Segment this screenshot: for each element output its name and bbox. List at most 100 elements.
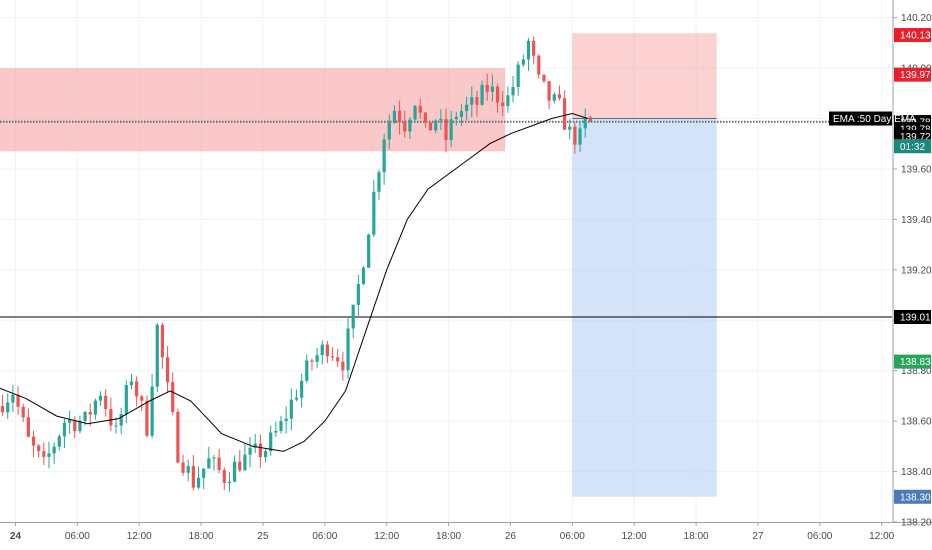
candle-down — [258, 443, 262, 458]
candle-down — [562, 98, 567, 130]
candle-up — [459, 111, 464, 117]
candle-down — [501, 102, 505, 107]
price-tag-text: 140.131 — [900, 31, 932, 42]
candle-up — [294, 397, 299, 400]
x-tick-label: 06:00 — [807, 531, 832, 542]
candle-up — [367, 234, 371, 268]
candle-up — [227, 481, 232, 483]
candle-down — [42, 451, 46, 457]
candle-down — [21, 406, 25, 418]
y-axis-ticks: 140.200140.000139.800139.600139.400139.2… — [893, 13, 932, 529]
y-tick-label: 139.400 — [901, 215, 932, 226]
y-tick-label: 139.200 — [901, 265, 932, 276]
candle-up — [52, 446, 56, 454]
x-tick-label: 12:00 — [127, 531, 152, 542]
candle-up — [392, 110, 397, 123]
price-tag-bg — [894, 28, 931, 43]
candle-up — [511, 87, 515, 96]
price-tag-text: 139.728 — [900, 132, 932, 143]
candle-down — [160, 324, 165, 358]
candle-down — [330, 356, 335, 358]
candle-up — [93, 400, 97, 415]
y-tick-label: 139.600 — [901, 164, 932, 175]
candle-up — [300, 380, 304, 398]
x-tick-label: 06:00 — [312, 531, 337, 542]
candle-down — [238, 461, 242, 471]
candle-up — [6, 402, 10, 413]
candle-down — [485, 85, 489, 92]
y-tick-label: 138.400 — [901, 467, 932, 478]
candle-down — [423, 112, 427, 123]
x-tick-label: 12:00 — [374, 531, 399, 542]
price-tags: 140.131139.974139.786139.784139.72801:32… — [894, 28, 932, 504]
candle-up — [263, 451, 268, 458]
candles — [0, 36, 592, 492]
candle-down — [191, 466, 195, 488]
x-tick-label: 06:00 — [560, 531, 585, 542]
candle-down — [428, 122, 433, 131]
candle-up — [47, 453, 51, 457]
candle-up — [57, 436, 61, 447]
candle-down — [542, 74, 546, 82]
price-tag-bg — [894, 67, 931, 82]
candle-up — [356, 283, 360, 305]
candle-down — [165, 357, 170, 383]
price-tag-bg — [894, 489, 931, 504]
horizontal-lines — [0, 118, 892, 318]
candle-up — [269, 432, 273, 452]
price-tag-text: 139.974 — [900, 70, 932, 81]
price-tag-bg — [894, 139, 931, 154]
ema-label-text: EMA :50 Day EMA — [833, 114, 916, 125]
candle-up — [387, 122, 391, 140]
candle-up — [253, 443, 257, 448]
candle-up — [490, 86, 495, 92]
axes — [0, 0, 932, 523]
candle-up — [129, 381, 134, 386]
candle-down — [475, 97, 479, 105]
candle-down — [31, 436, 36, 446]
x-tick-label: 25 — [257, 531, 269, 542]
candle-down — [88, 411, 92, 415]
candle-down — [537, 55, 541, 75]
price-tag: 01:32 — [894, 139, 931, 154]
price-tag-text: 138.836 — [900, 357, 932, 368]
candle-up — [243, 454, 247, 471]
candle-up — [11, 394, 15, 403]
x-tick-label: 12:00 — [622, 531, 647, 542]
candle-up — [454, 116, 458, 120]
price-tag: 140.131 — [894, 28, 932, 43]
candle-up — [207, 458, 211, 469]
candle-up — [305, 360, 309, 381]
candle-up — [351, 304, 355, 329]
candle-up — [114, 425, 118, 427]
candle-down — [547, 81, 551, 101]
price-tag: 139.974 — [894, 67, 932, 82]
candle-up — [320, 344, 324, 356]
candle-down — [16, 394, 20, 407]
candle-up — [480, 85, 484, 105]
price-tag-bg — [894, 354, 931, 369]
price-tag-bg — [894, 309, 931, 324]
candle-up — [578, 128, 582, 145]
candle-up — [439, 118, 443, 121]
candle-up — [382, 139, 386, 173]
candle-up — [119, 414, 123, 426]
y-tick-label: 138.600 — [901, 417, 932, 428]
candle-down — [176, 411, 180, 463]
candle-down — [171, 382, 175, 412]
candle-up — [516, 64, 520, 88]
candle-up — [124, 385, 128, 415]
candle-up — [526, 40, 531, 60]
price-tag-text: 138.300 — [900, 492, 932, 503]
candle-down — [336, 357, 340, 362]
candle-up — [186, 466, 190, 473]
x-tick-label: 26 — [505, 531, 517, 542]
candle-up — [346, 328, 350, 371]
short-stop-zone — [572, 33, 717, 119]
price-tag-text: 139.013 — [900, 312, 932, 323]
ema-path — [0, 112, 588, 452]
candle-up — [83, 411, 87, 421]
x-tick-label: 18:00 — [189, 531, 214, 542]
candle-down — [403, 122, 407, 132]
